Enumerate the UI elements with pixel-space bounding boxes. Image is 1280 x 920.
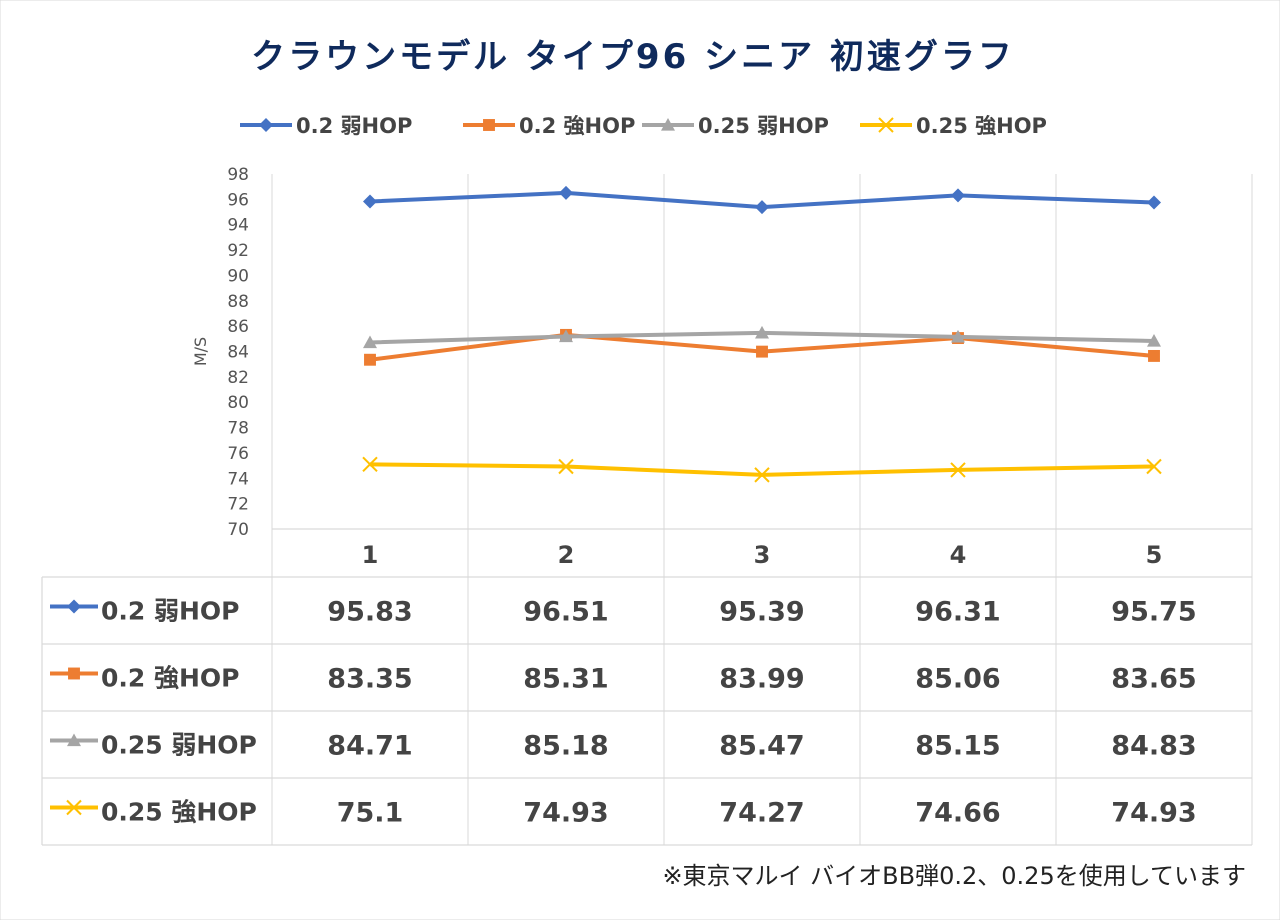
data-point-s3-3-b (950, 462, 966, 478)
y-tick-label-98: 98 (227, 165, 249, 185)
y-tick-label-92: 92 (227, 241, 249, 261)
legend-marker-1 (483, 119, 495, 131)
data-point-s0-3 (951, 188, 965, 203)
data-point-s3-2-b (754, 467, 770, 483)
table-cell-s1-4: 83.65 (1111, 664, 1196, 695)
table-cell-s2-1: 85.18 (523, 731, 608, 762)
y-tick-label-88: 88 (227, 292, 249, 312)
data-point-s1-4 (1148, 349, 1160, 362)
legend-label-3: 0.25 強HOP (916, 114, 1047, 138)
table-cell-s2-4: 84.83 (1111, 731, 1196, 762)
category-label-5: 5 (1146, 541, 1163, 569)
table-cell-s3-3: 74.66 (915, 798, 1000, 829)
y-tick-label-82: 82 (227, 368, 249, 388)
y-tick-label-80: 80 (227, 393, 249, 413)
data-point-s3-1-b (558, 458, 574, 475)
table-cell-s2-3: 85.15 (915, 731, 1000, 762)
table-cell-s0-3: 96.31 (915, 597, 1000, 628)
footnote: ※東京マルイ バイオBB弾0.2、0.25を使用しています (662, 862, 1246, 890)
data-point-s3-1 (558, 458, 574, 475)
y-tick-label-90: 90 (227, 266, 249, 286)
data-point-s2-3 (951, 329, 965, 343)
table-row-label-0: 0.2 弱HOP (101, 597, 240, 626)
legend-marker-2 (661, 118, 675, 131)
category-label-1: 1 (362, 541, 379, 569)
data-point-s0-2 (755, 200, 769, 215)
data-point-s2-0 (363, 335, 377, 349)
legend-marker-0 (259, 118, 273, 132)
table-cell-s1-2: 83.99 (719, 664, 804, 695)
table-cell-s2-2: 85.47 (719, 731, 804, 762)
data-point-s2-4 (1147, 333, 1161, 347)
legend-marker-3-b (878, 117, 894, 133)
table-key-marker-3 (66, 799, 82, 816)
grid (271, 174, 1253, 845)
table-cell-s1-1: 85.31 (523, 664, 608, 695)
category-label-3: 3 (754, 541, 771, 569)
y-tick-label-76: 76 (227, 444, 249, 464)
table-cell-s0-0: 95.83 (327, 597, 412, 628)
y-axis-label: M/S (191, 337, 210, 366)
legend-label-2: 0.25 弱HOP (698, 114, 829, 138)
data-point-s3-2 (754, 467, 770, 483)
data-point-s2-2 (755, 325, 769, 339)
table-cell-s3-4: 74.93 (1111, 798, 1196, 829)
table-row-label-2: 0.25 弱HOP (101, 731, 257, 760)
y-tick-label-84: 84 (227, 343, 249, 363)
table-cell-s3-0: 75.1 (337, 798, 404, 829)
y-axis-ticks: 70 72 74 76 78 80 82 84 86 88 90 92 94 96 98 (227, 165, 249, 540)
y-tick-label-74: 74 (227, 469, 249, 489)
y-tick-label-94: 94 (227, 216, 249, 236)
table-cell-s3-1: 74.93 (523, 798, 608, 829)
data-point-s3-0-b (362, 456, 378, 473)
legend: 0.2 弱HOP 0.2 強HOP 0.25 弱HOP 0.25 強HOP (240, 114, 1047, 138)
table-cell-s0-1: 96.51 (523, 597, 608, 628)
data-table: 1 2 3 4 5 0.2 弱HOP 95.83 96.51 95.39 96.31 95.75 0.… (41, 541, 1252, 846)
data-point-s3-3 (950, 462, 966, 478)
table-row-label-3: 0.25 強HOP (101, 798, 257, 827)
table-key-marker-0 (67, 599, 81, 614)
data-point-s2-1 (559, 329, 573, 343)
data-point-s3-0 (362, 456, 378, 473)
legend-label-1: 0.2 強HOP (519, 114, 635, 138)
data-point-s3-4-b (1146, 458, 1162, 475)
table-row-label-1: 0.2 強HOP (101, 664, 240, 693)
data-point-s1-0 (364, 353, 376, 366)
chart-title: クラウンモデル タイプ96 シニア 初速グラフ (251, 37, 1015, 77)
category-label-2: 2 (558, 541, 575, 569)
series-lines (362, 185, 1162, 483)
table-cell-s1-0: 83.35 (327, 664, 412, 695)
y-tick-label-86: 86 (227, 317, 249, 337)
data-point-s0-4 (1147, 195, 1161, 210)
category-label-4: 4 (950, 541, 967, 569)
table-key-marker-3-b (66, 799, 82, 816)
y-axis-label-group: M/S (191, 337, 210, 366)
legend-label-0: 0.2 弱HOP (296, 114, 412, 138)
y-tick-label-72: 72 (227, 495, 249, 515)
legend-marker-3 (878, 117, 894, 133)
y-tick-label-96: 96 (227, 190, 249, 210)
y-tick-label-78: 78 (227, 419, 249, 439)
table-cell-s0-4: 95.75 (1111, 597, 1196, 628)
data-point-s0-0 (363, 194, 377, 209)
table-cell-s0-2: 95.39 (719, 597, 804, 628)
table-key-marker-2 (67, 733, 81, 747)
table-cell-s1-3: 85.06 (915, 664, 1000, 695)
data-point-s3-4 (1146, 458, 1162, 475)
data-point-s1-2 (756, 345, 768, 358)
data-point-s0-1 (559, 185, 573, 200)
table-cell-s3-2: 74.27 (719, 798, 804, 829)
table-cell-s2-0: 84.71 (327, 731, 412, 762)
y-tick-label-70: 70 (227, 520, 249, 540)
table-key-marker-1 (68, 667, 80, 680)
